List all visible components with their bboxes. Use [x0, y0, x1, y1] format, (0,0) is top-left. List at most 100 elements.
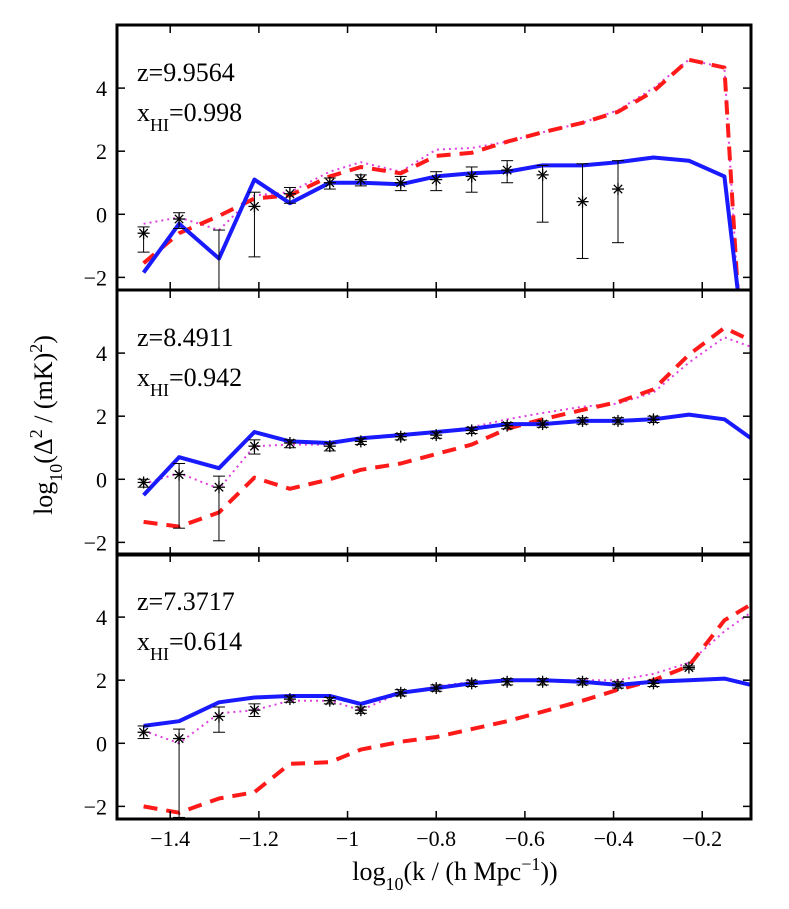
series-line-blue-solid [141, 155, 740, 290]
asterisk-marker-d2 [431, 430, 441, 440]
asterisk-marker-d2 [138, 477, 149, 488]
y-tick-label: 2 [96, 139, 107, 164]
data-point [323, 176, 336, 190]
asterisk-marker-d2 [467, 171, 477, 182]
y-axis-title-sup2: 2 [26, 344, 46, 353]
asterisk-marker-d2 [325, 441, 335, 451]
series-line-red-dashed [143, 602, 751, 815]
y-tick-label: 2 [96, 668, 107, 693]
data-point [173, 212, 186, 229]
asterisk-marker-d2 [138, 228, 149, 238]
y-axis-title-prefix: log [29, 482, 58, 515]
y-tick-label: 2 [96, 404, 107, 429]
panel-2: −2 0 2 4 z=8.4911 xHI=0.942 [84, 288, 753, 557]
data-point [283, 437, 296, 450]
panel-1: −2 0 2 4 z=9.9564 xHI=0.998 [84, 23, 753, 292]
data-point [248, 191, 261, 258]
data-point [430, 682, 443, 695]
asterisk-marker-d2 [537, 419, 548, 429]
x-tick-label: −1 [336, 826, 359, 851]
y-tick-label: 0 [96, 467, 107, 492]
data-point [248, 439, 261, 455]
asterisk-marker-d2 [174, 733, 184, 744]
asterisk-marker-d2 [613, 184, 623, 194]
y-tick-label: 4 [96, 605, 107, 630]
series-line-blue-solid [143, 676, 751, 728]
data-point [212, 475, 225, 542]
asterisk-marker-d2 [396, 432, 406, 442]
panel-neutral-fraction-label: xHI=0.998 [137, 98, 242, 135]
data-point [536, 418, 549, 431]
y-tick-label: 4 [96, 76, 107, 101]
y-axis-title: log10(Δ2 / (mK)2) [26, 335, 66, 515]
asterisk-marker-d2 [613, 416, 623, 426]
data-point [430, 429, 443, 442]
asterisk-marker-d2 [431, 683, 441, 693]
asterisk-marker-d2 [214, 482, 224, 492]
neutral-fraction-value: =0.614 [169, 627, 242, 656]
x-tick-label: −0.2 [682, 826, 722, 851]
asterisk-marker-d2 [249, 201, 260, 212]
asterisk-marker-d2 [502, 677, 512, 687]
y-axis-title-mid: / (mK) [29, 353, 58, 430]
panel-redshift-label: z=9.9564 [137, 58, 235, 87]
asterisk-marker-d2 [285, 694, 295, 704]
y-tick-label: 0 [96, 202, 107, 227]
neutral-fraction-sub: HI [150, 380, 169, 400]
data-point [173, 463, 186, 529]
panel-3: −2 0 2 4 −1.4 −1.2 −1 −0.8 −0.6 −0.4 −0.2 z=7.3717 x… [84, 552, 753, 851]
data-point [137, 476, 150, 489]
x-tick-label: −1.2 [239, 826, 279, 851]
neutral-fraction-sub: HI [150, 644, 169, 664]
neutral-fraction-symbol: x [137, 98, 150, 127]
asterisk-marker-d2 [174, 214, 184, 224]
series-line-red-dashed [143, 325, 751, 529]
series-line-red-dashed [142, 57, 740, 290]
data-point [354, 173, 367, 187]
asterisk-marker-d2 [577, 197, 588, 207]
neutral-fraction-symbol: x [137, 627, 150, 656]
asterisk-marker-d2 [684, 662, 694, 673]
data-point [611, 678, 624, 691]
asterisk-marker-d2 [613, 680, 623, 690]
data-point [173, 728, 186, 818]
y-tick-label: −2 [84, 265, 107, 290]
asterisk-marker-d2 [577, 416, 588, 426]
data-point [536, 164, 549, 223]
data-point [465, 166, 478, 193]
data-point [283, 186, 296, 204]
asterisk-marker-d2 [138, 727, 149, 737]
data-point [647, 677, 660, 690]
x-tick-label: −1.4 [150, 826, 190, 851]
panel-neutral-fraction-label: xHI=0.942 [137, 363, 242, 400]
x-axis-title: log10(k / (h Mpc−1)) [352, 854, 557, 894]
data-point [430, 171, 443, 192]
y-tick-label: 4 [96, 341, 107, 366]
neutral-fraction-value: =0.998 [169, 98, 242, 127]
data-point [283, 693, 296, 706]
data-point [611, 160, 624, 244]
x-tick-label: −0.4 [594, 826, 634, 851]
asterisk-marker-d2 [356, 705, 366, 715]
neutral-fraction-value: =0.942 [169, 363, 242, 392]
panels-layer: −2024z=9.9564xHI=0.998−2024z=8.4911xHI=0… [84, 23, 753, 851]
asterisk-marker-d2 [285, 189, 295, 199]
x-axis-title-main: (k / (h Mpc [404, 857, 522, 886]
asterisk-marker-d2 [537, 677, 548, 687]
data-point [394, 430, 407, 443]
y-axis-title-main: (Δ [29, 438, 58, 463]
data-point [354, 435, 367, 448]
y-tick-label: −2 [84, 794, 107, 819]
asterisk-marker-d2 [325, 696, 335, 706]
asterisk-marker-d2 [396, 178, 406, 188]
panel-neutral-fraction-label: xHI=0.614 [137, 627, 242, 664]
panel-plot-area [137, 602, 751, 818]
data-point [394, 686, 407, 699]
neutral-fraction-sub: HI [150, 115, 169, 135]
data-point [501, 675, 514, 688]
asterisk-marker-d2 [249, 705, 260, 715]
asterisk-marker-d2 [356, 436, 366, 447]
asterisk-marker-d2 [537, 170, 548, 180]
